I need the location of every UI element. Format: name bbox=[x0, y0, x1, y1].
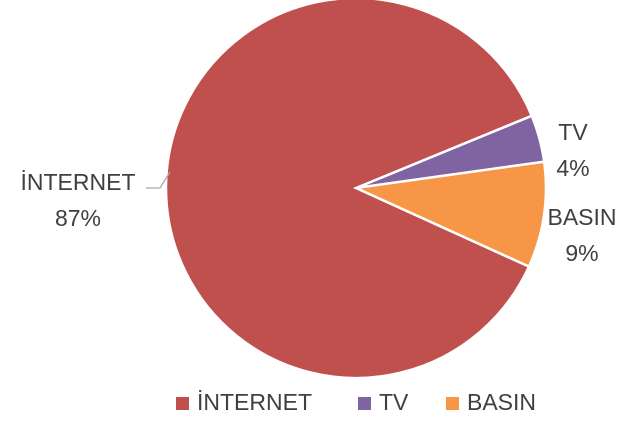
legend-label-tv: TV bbox=[379, 389, 409, 415]
legend-swatch-i-nternet bbox=[176, 397, 189, 410]
data-label-tv-value: 4% bbox=[556, 155, 589, 181]
legend-label-i-nternet: İNTERNET bbox=[197, 389, 312, 415]
pie-slices bbox=[164, 0, 548, 380]
pie-slice-basin bbox=[351, 160, 548, 269]
leader-lines bbox=[146, 171, 171, 189]
legend-swatch-tv bbox=[358, 397, 371, 410]
data-label-i-nternet-value: 87% bbox=[55, 205, 101, 231]
pie-slice-i-nternet bbox=[164, 0, 534, 380]
data-label-tv-category: TV bbox=[558, 119, 588, 145]
data-label-basin-value: 9% bbox=[565, 240, 598, 266]
legend-label-basin: BASIN bbox=[467, 389, 536, 415]
data-labels: İNTERNET 87% TV 4% BASIN 9% bbox=[21, 119, 617, 266]
leader-line-internet bbox=[146, 171, 171, 189]
legend: İNTERNET TV BASIN bbox=[176, 389, 536, 415]
legend-swatch-basin bbox=[446, 397, 459, 410]
data-label-basin-category: BASIN bbox=[547, 204, 616, 230]
data-label-i-nternet-category: İNTERNET bbox=[21, 169, 136, 195]
